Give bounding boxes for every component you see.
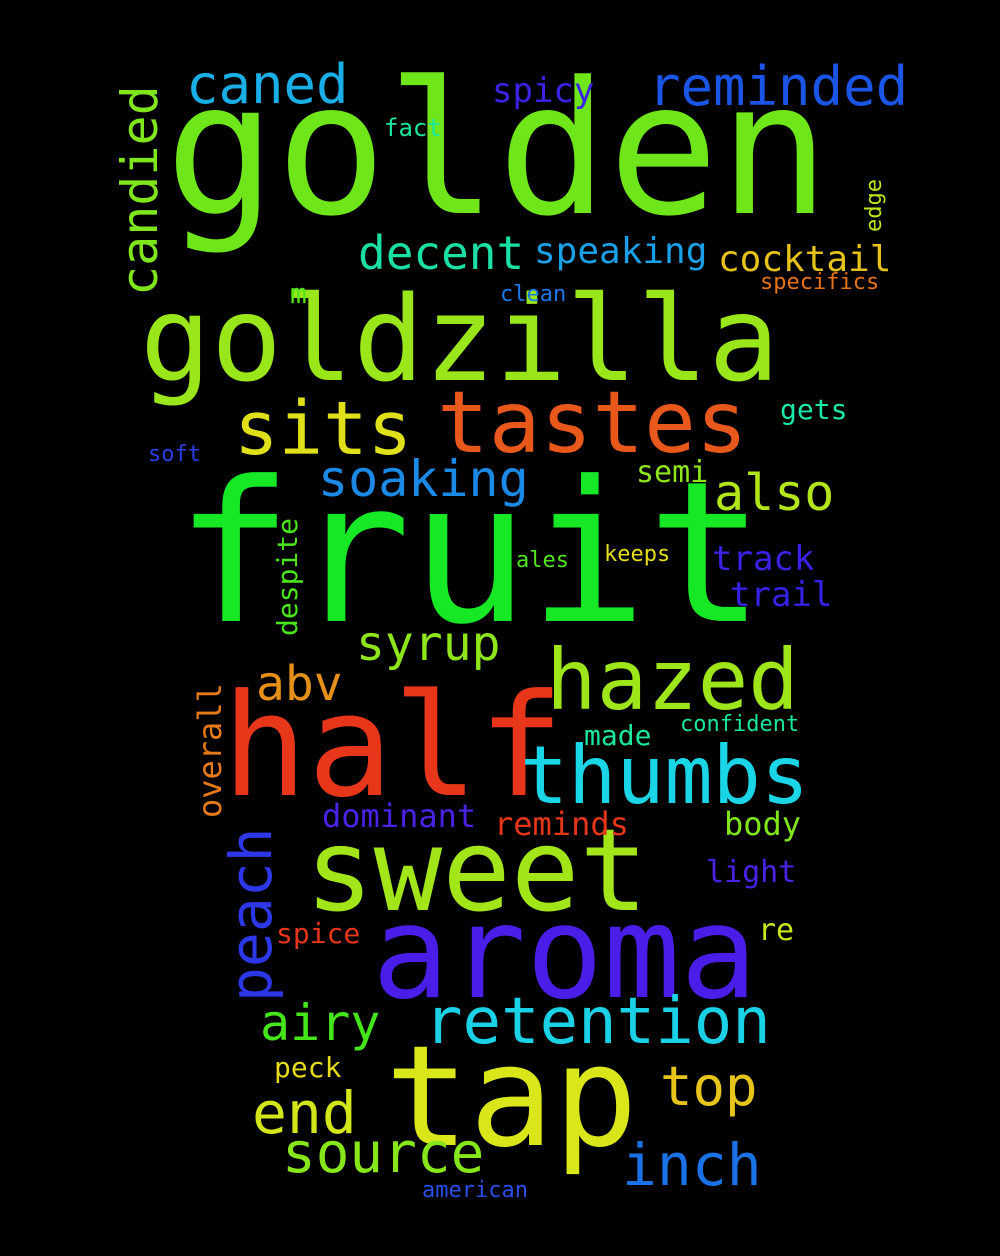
- word-goldzilla: goldzilla: [140, 270, 780, 408]
- word-syrup: syrup: [356, 616, 501, 672]
- word-confident: confident: [680, 712, 800, 737]
- word-m: m: [290, 277, 307, 310]
- word-source: source: [282, 1121, 485, 1186]
- word-golden: golden: [165, 43, 830, 257]
- word-reminded: reminded: [648, 55, 909, 118]
- word-thumbs: thumbs: [520, 729, 809, 822]
- word-dominant: dominant: [322, 797, 477, 835]
- word-fact: fact: [384, 114, 442, 142]
- word-end: end: [252, 1079, 357, 1147]
- word-sits: sits: [234, 386, 413, 472]
- word-keeps: keeps: [604, 542, 671, 567]
- word-decent: decent: [358, 226, 525, 280]
- word-sweet: sweet: [305, 804, 649, 937]
- word-overall: overall: [191, 683, 229, 818]
- word-airy: airy: [260, 994, 381, 1052]
- word-edge: edge: [862, 179, 887, 232]
- word-track: track: [712, 539, 815, 579]
- word-spicy: spicy: [492, 71, 595, 111]
- word-despite: despite: [271, 517, 304, 636]
- word-made: made: [584, 719, 652, 752]
- word-abv: abv: [256, 656, 343, 712]
- word-soaking: soaking: [318, 450, 529, 508]
- word-spice: spice: [276, 917, 361, 950]
- word-half: half: [222, 664, 564, 829]
- word-peach: peach: [217, 827, 285, 1002]
- word-fruit: fruit: [175, 440, 766, 668]
- word-peck: peck: [274, 1051, 342, 1084]
- word-aroma: aroma: [372, 879, 758, 1028]
- word-also: also: [714, 464, 835, 522]
- word-speaking: speaking: [534, 231, 708, 272]
- word-semi: semi: [636, 455, 709, 490]
- word-body: body: [724, 805, 802, 843]
- word-clean: clean: [500, 282, 567, 307]
- word-gets: gets: [780, 393, 848, 426]
- word-specifics: specifics: [760, 270, 880, 295]
- word-american: american: [422, 1178, 528, 1203]
- word-hazed: hazed: [546, 631, 799, 729]
- word-candied: candied: [111, 85, 169, 296]
- word-soft: soft: [148, 442, 201, 467]
- word-trail: trail: [730, 575, 833, 615]
- word-cocktail: cocktail: [718, 239, 892, 280]
- word-light: light: [706, 855, 797, 890]
- word-re: re: [758, 913, 795, 948]
- word-inch: inch: [622, 1131, 762, 1199]
- word-ales: ales: [516, 548, 569, 573]
- word-tap: tap: [385, 1016, 638, 1179]
- word-tastes: tastes: [437, 373, 748, 473]
- word-top: top: [660, 1055, 758, 1118]
- word-retention: retention: [424, 985, 771, 1059]
- word-reminds: reminds: [494, 805, 629, 843]
- word-caned: caned: [186, 53, 349, 116]
